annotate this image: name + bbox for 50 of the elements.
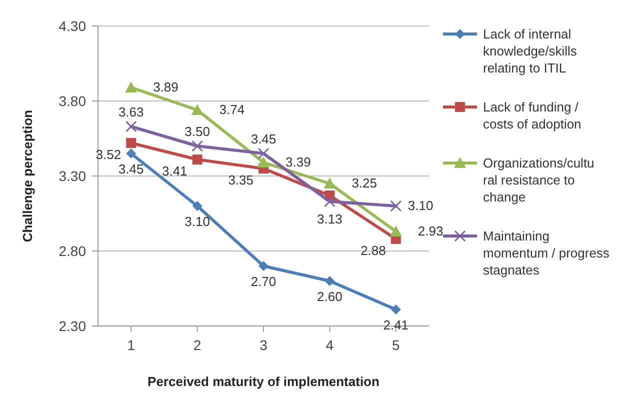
x-tick-label: 1 bbox=[127, 337, 136, 353]
point bbox=[192, 154, 202, 164]
legend-label: Lack of internal knowledge/skills relating to ITIL bbox=[483, 26, 578, 76]
data-label: 3.39 bbox=[286, 154, 311, 170]
point bbox=[324, 196, 336, 208]
point bbox=[125, 120, 137, 132]
data-label: 3.45 bbox=[250, 132, 276, 146]
x-axis-title: Perceived maturity of implementation bbox=[148, 374, 380, 389]
legend-label: Lack of funding / costs of adoption bbox=[483, 100, 582, 132]
point bbox=[258, 261, 268, 271]
data-label: 2.93 bbox=[418, 224, 444, 238]
x-tick-label: 5 bbox=[392, 337, 400, 353]
data-label: 3.89 bbox=[153, 80, 178, 94]
legend-label: Maintaining momentum / progress stagnates bbox=[483, 228, 610, 278]
data-label: 2.88 bbox=[360, 243, 386, 258]
y-tick-label: 2.30 bbox=[58, 318, 86, 334]
data-label: 3.10 bbox=[408, 198, 434, 213]
x-tick-label: 4 bbox=[326, 337, 334, 353]
point bbox=[126, 138, 136, 148]
data-label: 3.41 bbox=[162, 164, 188, 178]
point bbox=[390, 200, 402, 212]
point bbox=[258, 148, 270, 160]
point bbox=[192, 201, 202, 211]
y-tick-label: 3.80 bbox=[58, 92, 86, 109]
point bbox=[125, 82, 138, 92]
point bbox=[390, 226, 402, 236]
legend-label: Organizations/cultural resistance to change bbox=[483, 156, 594, 205]
x-tick-label: 3 bbox=[260, 337, 268, 353]
y-tick-label: 2.80 bbox=[58, 242, 86, 259]
point bbox=[192, 140, 204, 152]
y-tick-label: 4.30 bbox=[58, 18, 86, 34]
data-label: 3.25 bbox=[352, 176, 378, 190]
x-tick-label: 2 bbox=[193, 337, 202, 353]
data-label: 3.13 bbox=[317, 212, 342, 226]
data-label: 2.60 bbox=[317, 289, 342, 304]
data-label: 2.70 bbox=[250, 274, 276, 289]
data-label: 3.45 bbox=[118, 162, 144, 176]
point bbox=[390, 304, 401, 314]
data-label: 3.52 bbox=[96, 147, 122, 162]
point bbox=[126, 148, 136, 158]
y-axis-title: Challenge perception bbox=[20, 110, 35, 242]
point bbox=[324, 276, 335, 286]
data-label: 3.10 bbox=[184, 214, 210, 229]
data-label: 3.63 bbox=[118, 104, 144, 120]
data-label: 3.35 bbox=[228, 172, 254, 188]
data-label: 3.74 bbox=[219, 102, 245, 117]
data-label: 3.50 bbox=[184, 124, 210, 139]
point bbox=[258, 156, 270, 168]
y-tick-label: 3.30 bbox=[58, 168, 86, 184]
data-label: 2.41 bbox=[383, 318, 409, 332]
